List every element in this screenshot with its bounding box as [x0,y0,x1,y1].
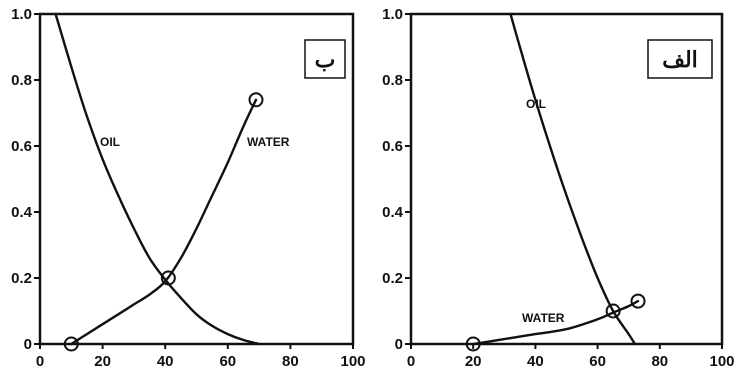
water-series-label: WATER [247,135,290,149]
x-tick-label: 40 [157,353,174,369]
y-tick-label: 0 [24,336,32,353]
x-tick-label: 0 [36,353,44,369]
y-tick-label: 0 [395,336,403,353]
y-tick-label: 0.8 [382,72,403,89]
oil-series-label: OIL [526,97,546,111]
water-series-label: WATER [522,311,565,325]
plot-frame [409,12,724,346]
data-point-marker [465,336,481,352]
y-tick-label: 0.2 [382,270,403,287]
oil-curve [54,12,261,346]
x-tick-label: 100 [340,353,365,369]
data-point-marker [630,293,646,309]
water-curve [70,98,258,346]
x-tick-label: 40 [527,353,544,369]
x-tick-label: 60 [219,353,236,369]
y-tick-label: 0.8 [11,72,32,89]
data-point-marker [160,270,176,286]
x-tick-label: 20 [465,353,482,369]
panel-label: ب [315,47,336,72]
x-tick-label: 80 [651,353,668,369]
x-tick-label: 100 [709,353,734,369]
data-point-marker [605,303,621,319]
water-curve [472,299,640,346]
x-tick-label: 80 [282,353,299,369]
data-point-marker [248,92,264,108]
x-tick-label: 60 [589,353,606,369]
oil-curve [509,12,637,346]
panel-label-box [647,39,713,79]
left-panel: 0 20 40 60 80 100 0 0.2 0.4 0.6 0.8 1.0 OIL WATER ب [11,6,365,369]
data-point-marker [63,336,79,352]
panel-label: الف [662,47,698,72]
y-tick-label: 1.0 [11,6,32,23]
y-tick-label: 0.6 [11,138,32,155]
x-tick-label: 0 [407,353,415,369]
oil-series-label: OIL [100,135,120,149]
panel-label-box [304,39,346,79]
y-tick-label: 0.2 [11,270,32,287]
y-tick-label: 1.0 [382,6,403,23]
x-tick-label: 20 [94,353,111,369]
y-tick-label: 0.4 [382,204,404,221]
plot-frame [38,12,355,346]
y-tick-label: 0.6 [382,138,403,155]
y-tick-label: 0.4 [11,204,33,221]
right-panel: 0 20 40 60 80 100 0 0.2 0.4 0.6 0.8 1.0 OIL WATER الف [382,6,734,369]
